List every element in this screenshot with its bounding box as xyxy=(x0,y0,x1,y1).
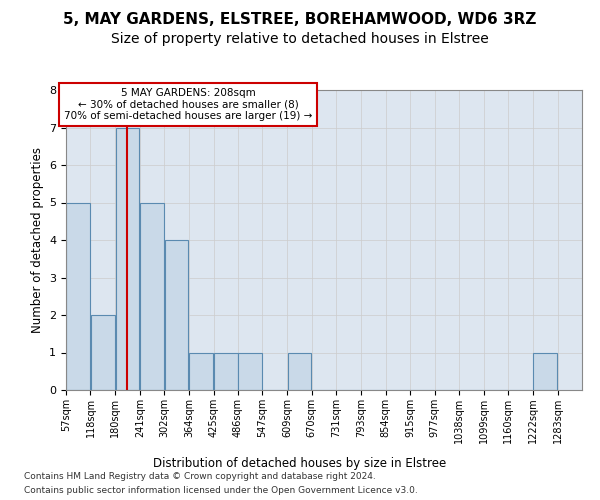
Text: Contains HM Land Registry data © Crown copyright and database right 2024.: Contains HM Land Registry data © Crown c… xyxy=(24,472,376,481)
Y-axis label: Number of detached properties: Number of detached properties xyxy=(31,147,44,333)
Text: Size of property relative to detached houses in Elstree: Size of property relative to detached ho… xyxy=(111,32,489,46)
Bar xyxy=(214,352,238,390)
Bar xyxy=(116,128,139,390)
Bar xyxy=(238,352,262,390)
Text: 5, MAY GARDENS, ELSTREE, BOREHAMWOOD, WD6 3RZ: 5, MAY GARDENS, ELSTREE, BOREHAMWOOD, WD… xyxy=(64,12,536,28)
Text: Distribution of detached houses by size in Elstree: Distribution of detached houses by size … xyxy=(154,458,446,470)
Bar xyxy=(140,202,164,390)
Bar xyxy=(190,352,213,390)
Bar xyxy=(164,240,188,390)
Bar xyxy=(287,352,311,390)
Bar xyxy=(533,352,557,390)
Text: Contains public sector information licensed under the Open Government Licence v3: Contains public sector information licen… xyxy=(24,486,418,495)
Text: 5 MAY GARDENS: 208sqm
← 30% of detached houses are smaller (8)
70% of semi-detac: 5 MAY GARDENS: 208sqm ← 30% of detached … xyxy=(64,88,313,121)
Bar xyxy=(91,315,115,390)
Bar xyxy=(67,202,90,390)
